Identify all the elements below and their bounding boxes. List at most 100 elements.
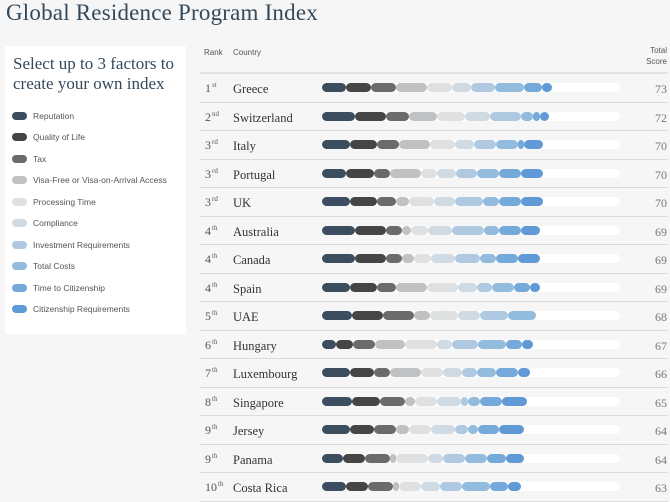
page-title: Global Residence Program Index <box>6 0 318 25</box>
bar-segment-investment-requirements <box>455 168 478 178</box>
bar-segment-time-to-citizenship <box>499 168 522 178</box>
legend-item[interactable]: Investment Requirements <box>12 234 167 256</box>
bar-segment-tax <box>364 453 391 463</box>
bar-segment-visa-free-or-visa-on-arrival-access <box>390 453 397 463</box>
bar-segment-citizenship-requirements <box>501 396 527 406</box>
rank-number: 3 <box>205 138 211 152</box>
bar-segment-time-to-citizenship <box>486 453 506 463</box>
bar-segment-time-to-citizenship <box>533 111 540 121</box>
legend-item[interactable]: Citizenship Requirements <box>12 299 167 321</box>
legend-label: Compliance <box>33 218 78 229</box>
legend-item[interactable]: Processing Time <box>12 191 167 213</box>
score-bar-track <box>322 311 620 320</box>
bar-segment-investment-requirements <box>461 396 468 406</box>
legend-item[interactable]: Time to Citizenship <box>12 277 167 299</box>
rank-suffix: th <box>212 252 218 260</box>
legend-item[interactable]: Visa-Free or Visa-on-Arrival Access <box>12 170 167 192</box>
legend-label: Time to Citizenship <box>33 282 105 293</box>
bar-segment-time-to-citizenship <box>477 425 499 434</box>
score-bar-track <box>322 140 620 149</box>
country-name: Singapore <box>233 395 284 410</box>
score-bar-track <box>322 339 620 349</box>
legend-swatch <box>12 283 27 292</box>
bar-segment-time-to-citizenship <box>480 396 502 406</box>
legend-item[interactable]: Quality of Life <box>12 127 167 149</box>
score-header-line1: Total <box>650 46 667 55</box>
bar-segment-investment-requirements <box>452 225 485 235</box>
bar-segment-compliance <box>421 482 441 491</box>
rank-number: 4 <box>205 252 211 266</box>
total-score: 70 <box>655 196 667 210</box>
bar-segment-citizenship-requirements <box>521 339 534 349</box>
total-score: 64 <box>655 452 667 467</box>
country-name: Greece <box>233 82 269 96</box>
legend-label: Reputation <box>33 110 75 121</box>
table-row: 3rd Italy 70 <box>200 131 668 160</box>
bar-segment-tax <box>377 140 400 149</box>
bar-segment-tax <box>352 339 375 349</box>
rank-suffix: rd <box>212 166 218 175</box>
bar-segment-investment-requirements <box>474 140 496 149</box>
table-row: 10th Costa Rica 63 <box>200 473 668 502</box>
bar-segment-compliance <box>458 282 477 292</box>
bar-segment-total-costs <box>477 168 500 178</box>
country-name: Jersey <box>233 424 265 438</box>
bar-segment-citizenship-requirements <box>508 482 522 491</box>
bar-segment-citizenship-requirements <box>520 197 543 206</box>
country-name: Hungary <box>233 338 277 353</box>
legend-item[interactable]: Tax <box>12 148 167 170</box>
bar-segment-quality-of-life <box>355 254 387 263</box>
bar-segment-visa-free-or-visa-on-arrival-access <box>374 339 406 349</box>
legend-label: Citizenship Requirements <box>33 304 130 315</box>
country-name: Australia <box>233 224 279 239</box>
bar-segment-investment-requirements <box>455 197 483 206</box>
bar-segment-quality-of-life <box>349 140 378 149</box>
bar-segment-citizenship-requirements <box>542 83 552 92</box>
country-name: Luxembourg <box>233 367 298 381</box>
bar-segment-reputation <box>322 425 350 434</box>
bar-segment-quality-of-life <box>349 368 374 377</box>
bar-segment-citizenship-requirements <box>539 111 550 121</box>
legend-item[interactable]: Reputation <box>12 105 167 127</box>
score-bar-track <box>322 111 620 121</box>
bar-segment-investment-requirements <box>480 311 509 320</box>
country-name: UK <box>233 196 252 210</box>
bar-segment-reputation <box>322 368 350 377</box>
bar-segment-processing-time <box>408 425 431 434</box>
bar-segment-processing-time <box>421 168 438 178</box>
bar-segment-processing-time <box>426 83 453 92</box>
table-row: 8th Singapore 65 <box>200 388 668 416</box>
rank-suffix: th <box>218 480 224 488</box>
total-score: 66 <box>655 367 667 381</box>
bar-segment-citizenship-requirements <box>517 254 540 263</box>
bar-segment-compliance <box>437 339 453 349</box>
bar-segment-visa-free-or-visa-on-arrival-access <box>396 83 427 92</box>
score-bar-track <box>322 225 620 235</box>
bar-segment-total-costs <box>465 453 487 463</box>
total-score: 69 <box>655 224 667 239</box>
rank-column-header: Rank <box>204 48 223 57</box>
rank-number: 9 <box>205 423 211 437</box>
bar-segment-tax <box>367 482 393 491</box>
rank-number: 5 <box>205 309 211 323</box>
rank: 4th <box>205 224 217 239</box>
bar-segment-processing-time <box>413 254 431 263</box>
bar-segment-visa-free-or-visa-on-arrival-access <box>405 396 415 406</box>
bar-segment-processing-time <box>398 482 422 491</box>
rank-suffix: st <box>212 81 217 89</box>
table-row: 6th Hungary 67 <box>200 331 668 359</box>
rank-suffix: th <box>212 280 218 289</box>
legend-item[interactable]: Total Costs <box>12 256 167 278</box>
legend-item[interactable]: Compliance <box>12 213 167 235</box>
table-row: 5th UAE 68 <box>200 302 668 331</box>
bar-segment-quality-of-life <box>352 396 381 406</box>
rank: 8th <box>205 395 217 410</box>
bar-segment-reputation <box>322 453 344 463</box>
table-row: 7th Luxembourg 66 <box>200 359 668 388</box>
score-bar-track <box>322 83 620 92</box>
rank-suffix: rd <box>212 138 218 146</box>
table-row: 3rd Portugal 70 <box>200 160 668 188</box>
bar-segment-total-costs <box>467 396 481 406</box>
country-column-header: Country <box>233 48 262 57</box>
rank-number: 7 <box>205 366 211 380</box>
